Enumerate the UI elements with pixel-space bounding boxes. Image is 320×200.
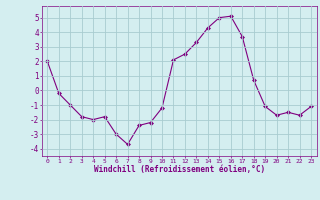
X-axis label: Windchill (Refroidissement éolien,°C): Windchill (Refroidissement éolien,°C) [94,165,265,174]
